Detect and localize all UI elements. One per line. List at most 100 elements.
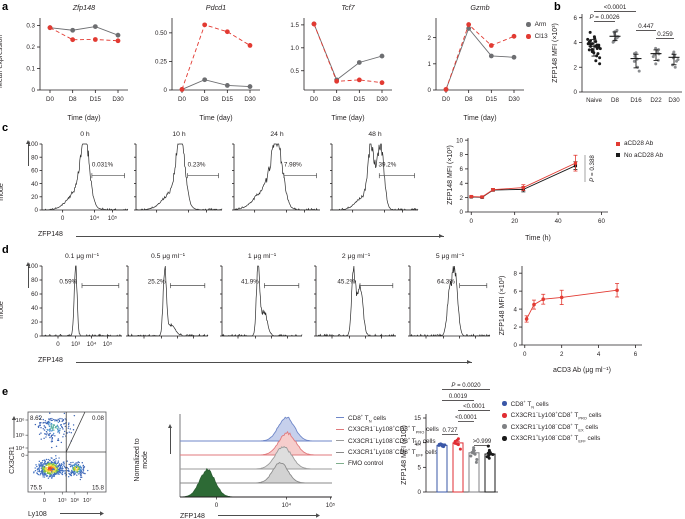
panel-a-y-axis-label: Mean expression: [0, 34, 4, 88]
svg-text:2: 2: [428, 35, 432, 42]
panel-e-hist-legend-swatch-4: [336, 463, 344, 465]
panel-e-hist-legend-item-3: CX3CR1+Ly108−CD8+ TEFF cells: [336, 447, 439, 459]
panel-c-y-axis-arrow-icon: [26, 140, 30, 166]
panel-e-ridge-y-axis-arrow-icon: [168, 424, 172, 454]
svg-text:4: 4: [460, 180, 464, 187]
svg-text:10⁴: 10⁴: [90, 215, 100, 222]
svg-text:CX3CR1: CX3CR1: [9, 446, 16, 474]
svg-text:D0: D0: [46, 96, 54, 103]
panel-e-ridge-histograms: 0 10⁴ 10⁵ ZFP148: [174, 392, 342, 519]
svg-text:10⁴: 10⁴: [16, 445, 25, 452]
a1-svg: 0 0.25 0.50 D0 D8 D15 D30 Pdcd1 Time (day): [155, 3, 260, 122]
svg-text:0: 0: [43, 498, 46, 504]
svg-text:D8: D8: [611, 97, 619, 104]
panel-a-legend-swatch-1: [526, 33, 531, 39]
panel-e-bar-legend-swatch-1: [502, 412, 507, 418]
svg-text:15: 15: [414, 415, 421, 422]
ch1-svg: 10 h 0.23%: [134, 131, 223, 213]
panel-b-scatter-chart: 0 2 4 6 ZFP148 MFI (×10³) Naive D8 D16 D22 D30 <0.…: [548, 0, 685, 124]
svg-text:0.50: 0.50: [155, 30, 168, 37]
panel-e-hist-legend-item-0: CD8+ TN cells: [336, 412, 439, 424]
svg-text:0: 0: [21, 453, 24, 459]
svg-text:6: 6: [514, 288, 518, 295]
panel-c-legend-label-0: aCD28 Ab: [624, 140, 654, 148]
svg-text:0.5 μg ml⁻¹: 0.5 μg ml⁻¹: [151, 253, 186, 260]
panel-a-chart-tcf7: 0.5 1.0 1.5 D0 D8 D15 D30 Tcf7 Time (day): [276, 0, 402, 124]
svg-text:D15: D15: [354, 96, 366, 103]
panel-d-line-chart: 0 2 4 6 8 0 2 4 6 aCD3 Ab (μg ml⁻¹) ZFP148 MFI (×1…: [496, 250, 666, 376]
panel-a-legend-swatch-0: [526, 22, 531, 28]
svg-text:D30: D30: [668, 97, 680, 104]
svg-text:20: 20: [511, 218, 518, 225]
svg-text:4: 4: [597, 351, 601, 358]
svg-text:10⁵: 10⁵: [58, 497, 67, 504]
panel-a-legend-label-0: Arm: [534, 21, 547, 29]
dh0-svg: 0 20 40 60 80 100 0 10³ 10⁴ 10⁵ 0.1 μg ml⁻¹ 0.59%: [28, 253, 122, 348]
svg-text:6: 6: [574, 15, 578, 22]
svg-text:0: 0: [215, 502, 219, 509]
svg-text:0.2: 0.2: [26, 44, 35, 51]
panel-c-legend-swatch-1: [616, 153, 620, 158]
svg-text:0: 0: [56, 341, 60, 348]
svg-text:<0.0001: <0.0001: [604, 4, 627, 11]
svg-text:60: 60: [31, 291, 38, 298]
panel-e-bar-legend: CD8+ TN cells CX3CR1−Ly108+CD8+ TPRO cell…: [502, 398, 601, 444]
svg-text:0: 0: [32, 87, 36, 94]
svg-text:Gzmb: Gzmb: [470, 3, 489, 12]
svg-text:0: 0: [523, 351, 527, 358]
panel-e-hist-legend-label-4: FMO control: [348, 460, 384, 468]
svg-text:10⁴: 10⁴: [87, 341, 97, 348]
svg-text:40: 40: [31, 305, 38, 312]
panel-a-chart-pdcd1: 0 0.25 0.50 D0 D8 D15 D30 Pdcd1 Time (day): [144, 0, 270, 124]
panel-e-ridge-svg: 0 10⁴ 10⁵ ZFP148: [179, 414, 336, 519]
a0-svg: 0 0.1 0.2 0.3 D0 D8 D15 D30 Zfp148 Time (day): [26, 3, 128, 122]
svg-text:7.98%: 7.98%: [284, 161, 302, 168]
panel-d-y-axis-label: Normalized to mode: [0, 301, 5, 319]
panel-e-hist-legend-swatch-0: [336, 417, 344, 419]
panel-c-y-axis-label: Normalized to mode: [0, 183, 5, 201]
svg-text:1 μg ml⁻¹: 1 μg ml⁻¹: [248, 253, 277, 260]
panel-c-histogram-10h: 10 h 0.23%: [134, 128, 226, 226]
panel-c-legend-item-1: No aCD28 Ab: [616, 150, 663, 162]
svg-text:75.5: 75.5: [30, 485, 43, 492]
panel-e-bar-legend-item-2: CX3CR1−Ly108−CD8+ TEX cells: [502, 421, 601, 433]
cl-svg: 0 2 4 6 8 10 0 20 40 60 Time (h) ZFP148 MFI (×10³) P…: [447, 137, 608, 242]
svg-text:D30: D30: [112, 96, 124, 103]
svg-text:1.5: 1.5: [290, 22, 299, 29]
panel-b-svg: 0 2 4 6 ZFP148 MFI (×10³) Naive D8 D16 D22 D30 <0.…: [552, 4, 682, 104]
panel-e-bar-legend-label-2: CX3CR1−Ly108−CD8+ TEX cells: [510, 421, 599, 432]
panel-e-hist-legend-label-3: CX3CR1+Ly108−CD8+ TEFF cells: [348, 447, 438, 458]
svg-text:0.08: 0.08: [92, 415, 105, 422]
svg-text:10: 10: [456, 137, 463, 144]
panel-a-legend-item-0: Arm: [526, 19, 548, 31]
svg-text:10⁵: 10⁵: [103, 341, 113, 348]
panel-e-bar-legend-swatch-3: [502, 435, 507, 441]
panel-d-y-axis-arrow-icon: [26, 262, 30, 288]
panel-a-legend: Arm Cl13: [526, 19, 548, 42]
svg-text:48 h: 48 h: [368, 131, 381, 138]
svg-text:D30: D30: [376, 96, 388, 103]
panel-e-histogram-legend: CD8+ TN cells CX3CR1−Ly108+CD8+ TPRO cell…: [336, 412, 439, 470]
panel-a-chart-zfp148: 0 0.1 0.2 0.3 D0 D8 D15 D30 Zfp148 Time (day): [12, 0, 138, 124]
panel-c-x-axis-label: ZFP148: [38, 231, 63, 238]
svg-text:5 μg ml⁻¹: 5 μg ml⁻¹: [436, 253, 465, 260]
svg-text:10⁷: 10⁷: [83, 497, 92, 504]
svg-text:15.8: 15.8: [92, 485, 105, 492]
panel-b-label: b: [554, 1, 561, 13]
panel-e-hist-legend-swatch-2: [336, 440, 344, 442]
panel-c-histogram-0h: 0 20 40 60 80 100 0 10⁴ 10⁵ 0 h 0.031%: [20, 128, 130, 226]
svg-text:20: 20: [31, 194, 38, 201]
panel-c-legend-item-0: aCD28 Ab: [616, 138, 663, 150]
dh3-svg: 2 μg ml⁻¹ 45.2%: [314, 253, 396, 339]
panel-d-histogram-2ug: 2 μg ml⁻¹ 45.2%: [314, 250, 400, 352]
svg-text:39.2%: 39.2%: [378, 161, 396, 168]
panel-e-label: e: [2, 386, 9, 398]
svg-text:P = 0.388: P = 0.388: [589, 155, 596, 182]
panel-e-flow-dot-plot: 8.62 0.08 75.5 15.8 0 10⁵ 10⁶ 10⁷ 10⁶ 10⁵ 10⁴ 0 Ly10…: [4, 392, 146, 519]
svg-text:2 μg ml⁻¹: 2 μg ml⁻¹: [342, 253, 371, 260]
panel-e-bar-legend-item-1: CX3CR1−Ly108+CD8+ TPRO cells: [502, 410, 601, 422]
svg-text:0: 0: [470, 218, 474, 225]
svg-text:Zfp148: Zfp148: [72, 3, 95, 12]
ch2-svg: 24 h 7.98%: [232, 131, 321, 213]
svg-text:10⁵: 10⁵: [108, 215, 118, 222]
